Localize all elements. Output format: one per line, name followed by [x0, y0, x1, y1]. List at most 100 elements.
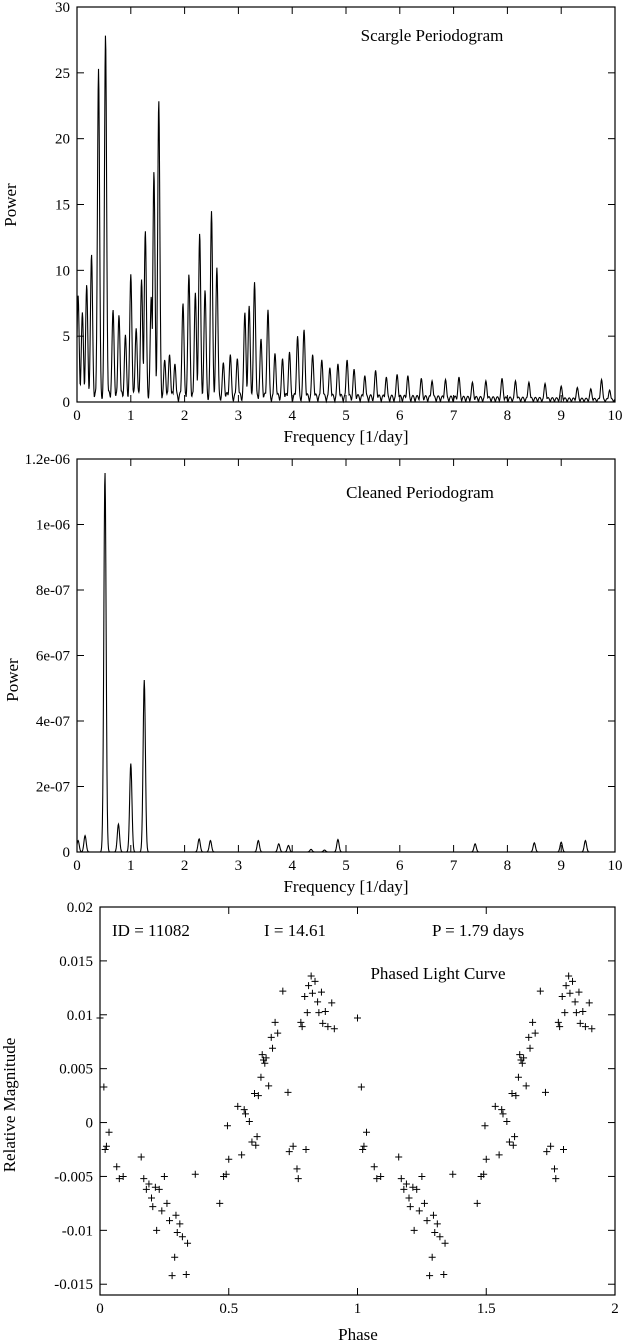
data-point: [261, 1059, 269, 1067]
data-point: [415, 1207, 423, 1215]
data-point: [284, 1088, 292, 1096]
data-point: [480, 1170, 488, 1178]
data-point: [509, 1141, 517, 1149]
data-point: [377, 1172, 385, 1180]
y-tick-label: 0.005: [59, 1062, 93, 1078]
data-point: [357, 1083, 365, 1091]
data-point: [262, 1054, 270, 1062]
data-point: [305, 982, 313, 990]
chart-title: Phased Light Curve: [370, 964, 505, 983]
y-axis-label: Relative Magnitude: [0, 1038, 19, 1173]
data-point: [257, 1073, 265, 1081]
data-point: [498, 1106, 506, 1114]
data-point: [406, 1203, 414, 1211]
data-point: [370, 1163, 378, 1171]
data-point: [163, 1199, 171, 1207]
data-point: [171, 1253, 179, 1261]
data-point: [100, 1083, 108, 1091]
data-point: [529, 1018, 537, 1026]
data-point: [576, 1019, 584, 1027]
data-point: [151, 1183, 159, 1191]
data-point: [512, 1092, 520, 1100]
x-tick-label: 9: [557, 858, 565, 874]
periodogram-line: [76, 35, 616, 404]
data-point: [324, 1023, 332, 1031]
data-point: [402, 1180, 410, 1188]
y-tick-label: 0: [63, 395, 71, 411]
y-tick-label: 10: [55, 263, 70, 279]
data-point: [565, 972, 573, 980]
y-tick-label: 15: [55, 198, 70, 214]
data-point: [525, 1033, 533, 1041]
data-point: [223, 1122, 231, 1130]
data-point: [251, 1089, 258, 1097]
x-tick-label: 0.5: [219, 1301, 238, 1317]
data-point: [508, 1089, 516, 1097]
x-tick-label: 3: [235, 408, 243, 424]
panel-cleaned-periodogram: Cleaned Periodogram Frequency [1/day] Po…: [3, 452, 623, 896]
x-tick-label: 8: [504, 408, 512, 424]
data-point: [279, 987, 287, 995]
plot-frame: [99, 906, 616, 1296]
x-tick-label: 8: [504, 858, 512, 874]
data-point: [449, 1170, 457, 1178]
data-point: [258, 1051, 266, 1059]
x-tick-label: 1: [354, 1301, 362, 1317]
x-tick-label: 9: [557, 408, 565, 424]
data-point: [354, 1014, 361, 1022]
data-point: [373, 1175, 381, 1183]
x-tick-label: 4: [288, 858, 296, 874]
data-point: [254, 1092, 262, 1100]
periodogram-line: [76, 472, 615, 853]
data-point: [101, 1146, 109, 1153]
data-point: [423, 1217, 431, 1225]
data-point: [359, 1146, 367, 1153]
data-point: [499, 1110, 507, 1118]
chart-title: Scargle Periodogram: [361, 26, 504, 45]
x-tick-label: 7: [450, 408, 458, 424]
x-tick-label: 2: [611, 1301, 619, 1317]
x-tick-label: 2: [181, 858, 189, 874]
data-point: [308, 989, 316, 997]
data-point: [585, 999, 593, 1007]
data-point: [158, 1207, 166, 1215]
data-point: [541, 1088, 549, 1096]
y-tick-label: -0.015: [54, 1277, 93, 1293]
data-point: [319, 1019, 327, 1027]
data-point: [556, 1023, 564, 1031]
x-tick-label: 0: [73, 408, 81, 424]
data-point: [514, 1073, 522, 1081]
data-point: [554, 1018, 562, 1026]
data-point: [418, 1172, 426, 1180]
data-point: [562, 982, 570, 990]
x-tick-label: 4: [288, 408, 296, 424]
x-tick-label: 1: [127, 408, 135, 424]
data-point: [569, 977, 577, 985]
y-tick-label: -0.005: [54, 1169, 93, 1185]
x-tick-label: 3: [235, 858, 243, 874]
data-point: [148, 1194, 155, 1202]
x-tick-label: 10: [608, 408, 623, 424]
data-point: [240, 1106, 248, 1114]
data-point: [149, 1203, 157, 1211]
data-point: [285, 1148, 293, 1156]
data-point: [566, 989, 574, 997]
data-point: [536, 987, 544, 995]
data-point: [552, 1175, 560, 1183]
data-point: [241, 1110, 249, 1118]
data-point: [588, 1025, 596, 1033]
x-tick-label: 6: [396, 858, 404, 874]
y-tick-label: -0.01: [62, 1223, 93, 1239]
data-point: [558, 992, 566, 1000]
data-point: [160, 1172, 168, 1180]
axes: 0 1 2 3 4 5 6 7 8 9 10 0 5 10 15 20 25 30: [55, 0, 623, 424]
data-point: [328, 999, 336, 1007]
data-point: [168, 1272, 176, 1280]
data-point: [274, 1029, 282, 1037]
x-tick-label: 5: [342, 858, 350, 874]
data-point: [581, 1023, 589, 1031]
axes: 0 0.5 1 1.5 2 -0.015 -0.01 -0.005 0 0.005 0.01 0.01…: [54, 900, 619, 1317]
chart-title: Cleaned Periodogram: [346, 483, 494, 502]
data-point: [145, 1180, 153, 1188]
